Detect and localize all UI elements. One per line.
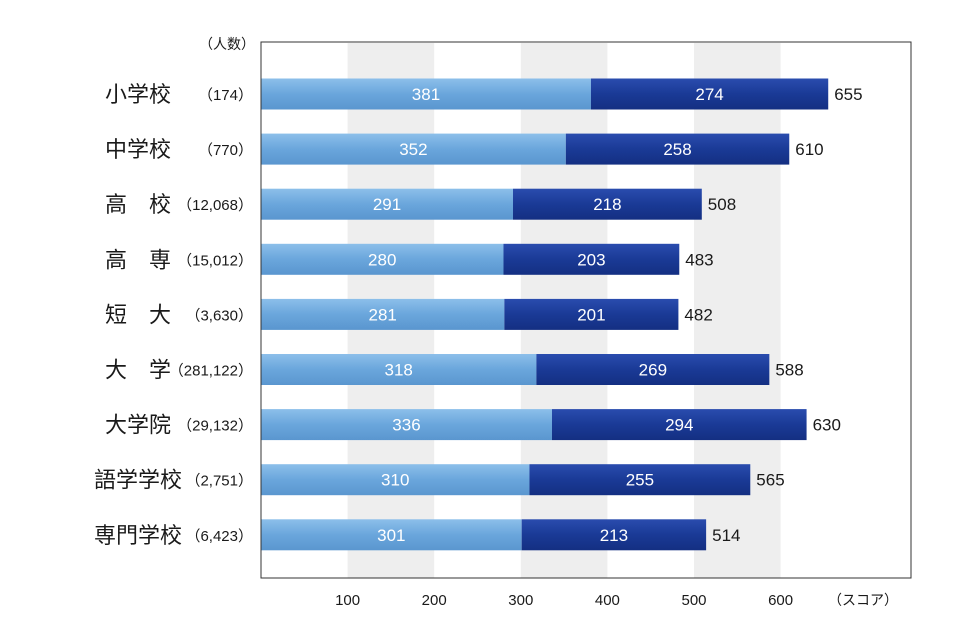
bar-segment-dark bbox=[513, 188, 702, 220]
category-label: 大学院 bbox=[105, 414, 171, 439]
segment-value-dark: 274 bbox=[695, 85, 723, 104]
category-count: （29,132） bbox=[177, 418, 253, 435]
category-label: 専門学校 bbox=[94, 524, 182, 549]
x-tick-label: 300 bbox=[508, 592, 533, 609]
x-tick-label: 400 bbox=[595, 592, 620, 609]
segment-value-dark: 269 bbox=[639, 361, 667, 380]
bar-total-label: 655 bbox=[834, 85, 862, 104]
bar-segment-light bbox=[261, 298, 505, 330]
x-unit-label: （スコア） bbox=[828, 593, 898, 609]
bar-segment-dark bbox=[551, 409, 807, 441]
segment-value-dark: 203 bbox=[577, 250, 605, 269]
category-count: （281,122） bbox=[169, 363, 253, 380]
bar-total-label: 610 bbox=[795, 140, 823, 159]
x-tick-label: 500 bbox=[681, 592, 706, 609]
bar-segment-light bbox=[261, 243, 504, 275]
segment-value-light: 301 bbox=[377, 526, 405, 545]
category-count: （3,630） bbox=[185, 307, 253, 324]
x-tick-label: 100 bbox=[335, 592, 360, 609]
bar-total-label: 508 bbox=[708, 195, 736, 214]
category-label: 小学校 bbox=[105, 83, 171, 108]
bar-segment-dark bbox=[590, 78, 829, 110]
bar-segment-dark bbox=[565, 133, 790, 165]
bar-segment-light bbox=[261, 519, 522, 551]
segment-value-light: 381 bbox=[412, 85, 440, 104]
segment-value-light: 310 bbox=[381, 471, 409, 490]
segment-value-dark: 255 bbox=[626, 471, 654, 490]
bar-total-label: 588 bbox=[775, 361, 803, 380]
bar-total-label: 630 bbox=[813, 416, 841, 435]
segment-value-light: 281 bbox=[368, 305, 396, 324]
category-label: 高 校 bbox=[105, 193, 171, 218]
bar-total-label: 514 bbox=[712, 526, 740, 545]
segment-value-dark: 258 bbox=[663, 140, 691, 159]
segment-value-dark: 218 bbox=[593, 195, 621, 214]
bar-segment-light bbox=[261, 464, 530, 496]
category-label: 高 専 bbox=[105, 248, 171, 273]
plot-frame bbox=[260, 41, 912, 579]
bar-segment-light bbox=[261, 354, 537, 385]
bar-segment-dark bbox=[529, 464, 751, 496]
bar-segment-light bbox=[261, 133, 566, 165]
segment-value-light: 352 bbox=[399, 140, 427, 159]
labels-layer: 381 274 655 小学校 （174） 352 258 610 中学校 （770） 291 218… bbox=[94, 83, 863, 609]
bars-layer bbox=[261, 78, 829, 551]
bar-segment-light bbox=[261, 409, 552, 441]
bar-segment-dark bbox=[503, 243, 680, 275]
segment-value-light: 291 bbox=[373, 195, 401, 214]
category-count: （770） bbox=[198, 142, 253, 159]
bar-total-label: 482 bbox=[684, 305, 712, 324]
category-count: （12,068） bbox=[177, 197, 253, 214]
segment-value-dark: 213 bbox=[600, 526, 628, 545]
category-count: （6,423） bbox=[185, 528, 253, 545]
category-count: （2,751） bbox=[185, 473, 253, 490]
bar-segment-dark bbox=[504, 298, 679, 330]
category-label: 大 学 bbox=[105, 359, 171, 384]
segment-value-light: 280 bbox=[368, 250, 396, 269]
bar-total-label: 565 bbox=[756, 471, 784, 490]
x-tick-label: 200 bbox=[422, 592, 447, 609]
segment-value-light: 336 bbox=[392, 416, 420, 435]
category-label: 短 大 bbox=[105, 303, 171, 328]
segment-value-light: 318 bbox=[385, 361, 413, 380]
count-header: （人数） bbox=[199, 37, 255, 53]
category-label: 中学校 bbox=[105, 138, 171, 163]
segment-value-dark: 201 bbox=[577, 305, 605, 324]
segment-value-dark: 294 bbox=[665, 416, 693, 435]
bar-segment-dark bbox=[521, 519, 707, 551]
category-count: （15,012） bbox=[177, 252, 253, 269]
category-count: （174） bbox=[198, 87, 253, 104]
bar-segment-light bbox=[261, 78, 591, 110]
bar-total-label: 483 bbox=[685, 250, 713, 269]
x-tick-label: 600 bbox=[768, 592, 793, 609]
bar-segment-dark bbox=[536, 354, 770, 385]
bar-segment-light bbox=[261, 188, 514, 220]
category-label: 語学学校 bbox=[94, 469, 182, 494]
